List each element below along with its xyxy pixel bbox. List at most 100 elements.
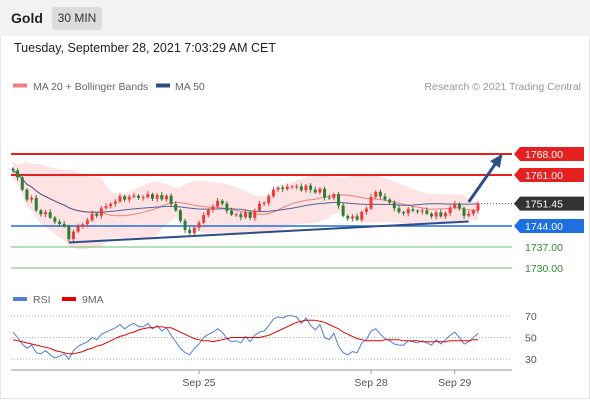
candle-body — [53, 217, 57, 222]
candle — [11, 167, 15, 173]
candle-body — [95, 213, 99, 216]
candle — [267, 194, 271, 206]
candle-body — [406, 209, 410, 214]
candle — [430, 212, 433, 219]
candle — [332, 192, 336, 201]
candle-body — [374, 191, 378, 197]
candle-body — [341, 205, 345, 216]
candle — [99, 206, 103, 219]
candle-body — [160, 195, 164, 200]
candle — [58, 219, 61, 227]
timeframe-badge[interactable]: 30 MIN — [52, 7, 102, 30]
candle — [81, 222, 85, 229]
candle — [304, 184, 308, 193]
candle-body — [169, 195, 173, 205]
candle-body — [192, 227, 196, 234]
candle-body — [318, 188, 322, 193]
candle-body — [462, 208, 466, 216]
legend-label-9ma: 9MA — [82, 294, 104, 306]
candle-body — [44, 212, 48, 215]
candle-body — [313, 189, 317, 193]
candle — [113, 199, 117, 207]
candle-body — [304, 185, 308, 191]
candle-body — [85, 220, 89, 225]
candle — [155, 192, 159, 202]
candle-body — [350, 216, 354, 219]
candle — [355, 213, 359, 222]
x-tick-label: Sep 29 — [438, 377, 471, 389]
bollinger-band — [13, 160, 478, 250]
candle-body — [271, 189, 275, 197]
level-label-3: 1744.00 — [525, 221, 563, 233]
level-tag-0 — [514, 147, 584, 161]
candle-body — [262, 202, 266, 204]
candle-body — [337, 194, 340, 206]
candle-body — [16, 170, 20, 178]
candle — [109, 202, 113, 209]
candle — [443, 211, 447, 219]
candle-body — [253, 210, 257, 218]
candle-body — [188, 229, 192, 234]
candle-body — [346, 215, 350, 219]
candle-body — [230, 210, 234, 215]
candle-body — [197, 222, 201, 228]
candle-body — [123, 196, 127, 200]
candle-body — [457, 203, 461, 209]
candle — [234, 212, 238, 217]
x-tick-label: Sep 25 — [182, 377, 215, 389]
candle — [216, 197, 220, 208]
level-label-5: 1730.00 — [525, 263, 563, 275]
candle-body — [355, 216, 359, 220]
candle — [39, 208, 43, 217]
candle-body — [295, 186, 299, 188]
candle — [220, 199, 224, 206]
candle — [160, 192, 164, 201]
candle — [123, 194, 127, 202]
candle — [90, 210, 94, 222]
candle-body — [290, 186, 294, 188]
legend-swatch-rsi — [13, 297, 27, 301]
candle-body — [448, 207, 452, 214]
candle-body — [155, 195, 159, 199]
candle — [295, 184, 299, 190]
candle — [406, 206, 410, 217]
candle-body — [76, 226, 80, 232]
candle-body — [383, 196, 387, 200]
candle — [434, 210, 438, 220]
candle — [309, 183, 313, 193]
projection-arrow-head — [490, 153, 503, 168]
candle-body — [127, 196, 131, 200]
rsi-9ma-line — [12, 319, 478, 355]
candle-body — [146, 194, 150, 198]
candle — [239, 212, 243, 221]
candle-body — [430, 213, 433, 217]
candle — [151, 192, 154, 201]
candle — [16, 168, 20, 181]
candle-body — [402, 212, 406, 214]
candle-body — [39, 210, 43, 215]
candle — [67, 224, 71, 242]
candle-body — [206, 209, 210, 216]
candle — [392, 200, 396, 212]
candle-body — [388, 199, 392, 203]
candle — [34, 194, 38, 212]
level-tag-2 — [514, 196, 584, 211]
candle — [257, 200, 261, 213]
candle-body — [416, 210, 420, 212]
candle — [85, 218, 89, 228]
candle-body — [113, 201, 117, 204]
candle-body — [239, 214, 243, 218]
candle — [197, 220, 201, 231]
candle-body — [25, 189, 29, 200]
candle-body — [364, 208, 368, 212]
candle-body — [132, 195, 136, 197]
legend-swatch-ma20 — [13, 83, 27, 88]
candle — [299, 183, 303, 192]
candle — [341, 202, 345, 218]
candle-body — [443, 213, 447, 217]
x-tick-label: Sep 28 — [354, 377, 387, 389]
candle — [364, 206, 368, 215]
candle — [383, 193, 387, 202]
candle-body — [58, 221, 61, 224]
